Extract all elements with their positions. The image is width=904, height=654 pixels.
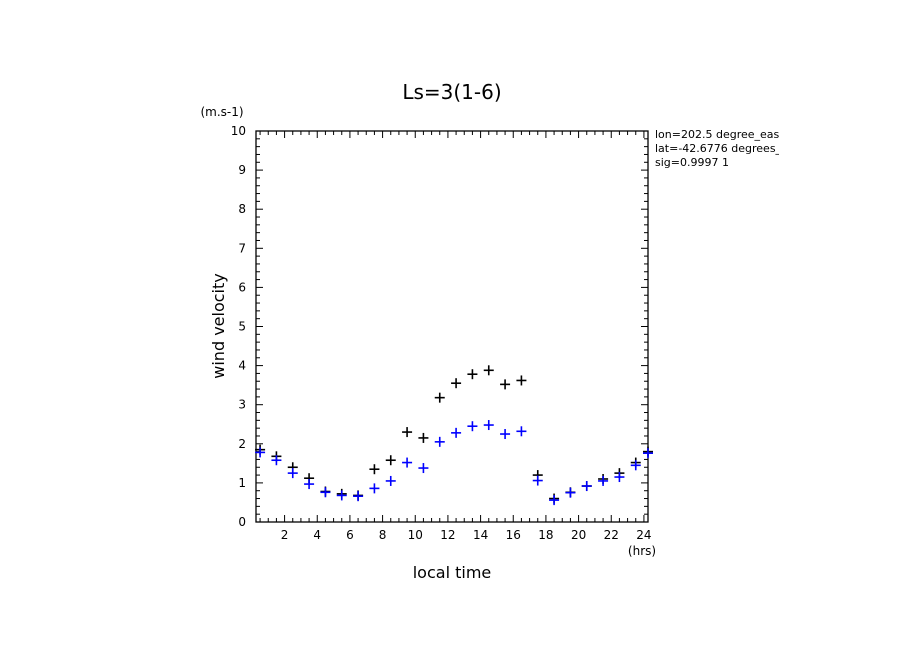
series-2-point — [320, 487, 331, 498]
series-2-point — [565, 487, 576, 498]
y-tick-label: 7 — [238, 241, 246, 255]
x-tick-label: 18 — [538, 528, 553, 542]
series-2-point — [516, 426, 527, 437]
x-tick-label: 8 — [379, 528, 387, 542]
y-tick-label: 4 — [238, 359, 246, 373]
x-tick-label: 14 — [473, 528, 488, 542]
x-tick-label: 4 — [313, 528, 321, 542]
y-tick-label: 8 — [238, 202, 246, 216]
x-tick-label: 22 — [604, 528, 619, 542]
series-2-point — [434, 436, 445, 447]
series-1-point — [483, 365, 494, 376]
series-2-point — [598, 475, 609, 486]
info-lat: lat=-42.6776 degrees_north — [655, 142, 811, 155]
x-tick-label: 2 — [281, 528, 289, 542]
y-axis-ticks: 0 1 2 3 4 5 6 7 8 9 10 — [231, 124, 648, 529]
series-2-point — [643, 448, 653, 459]
y-tick-label: 3 — [238, 398, 246, 412]
series-1-point — [451, 378, 462, 389]
x-axis-ticks: 2 4 6 8 10 12 14 16 18 20 22 24 — [259, 131, 652, 542]
series-2-point — [467, 421, 478, 432]
series-2-point — [532, 475, 543, 486]
series-2-point — [255, 447, 266, 458]
x-tick-label: 6 — [346, 528, 354, 542]
series-2-point — [418, 463, 429, 474]
y-tick-label: 6 — [238, 280, 246, 294]
info-sig: sig=0.9997 1 — [655, 156, 729, 169]
series-2-point — [581, 481, 592, 492]
series-2-point — [630, 460, 641, 471]
series-2-point — [369, 483, 380, 494]
x-axis-label: local time — [413, 563, 492, 582]
series-2-point — [500, 429, 511, 440]
x-tick-label: 10 — [408, 528, 423, 542]
series-1-point — [402, 427, 413, 438]
y-unit-label: (m.s-1) — [200, 105, 243, 119]
series-2-point — [287, 468, 298, 479]
y-tick-label: 0 — [238, 515, 246, 529]
info-lon: lon=202.5 degree_east — [655, 128, 784, 141]
series-2-point — [271, 455, 282, 466]
series-2-point — [353, 491, 364, 502]
series-2-point — [614, 472, 625, 483]
y-tick-label: 1 — [238, 476, 246, 490]
plot-frame — [255, 130, 649, 523]
y-tick-label: 10 — [231, 124, 246, 138]
series-2-point — [549, 495, 560, 506]
y-tick-label: 2 — [238, 437, 246, 451]
y-axis-label: wind velocity — [209, 273, 228, 378]
series-2-point — [336, 490, 347, 501]
x-tick-label: 12 — [440, 528, 455, 542]
data-markers — [255, 365, 653, 506]
chart-title: Ls=3(1-6) — [402, 80, 501, 104]
series-1-point — [418, 432, 429, 443]
x-tick-label: 16 — [506, 528, 521, 542]
info-block: lon=202.5 degree_east lat=-42.6776 degre… — [655, 128, 811, 169]
series-2-point — [304, 479, 315, 490]
series-2-point — [483, 420, 494, 431]
series-1-point — [369, 464, 380, 475]
series-1-point — [467, 369, 478, 380]
series-1-point — [385, 455, 396, 466]
y-tick-label: 9 — [238, 163, 246, 177]
series-1-point — [516, 375, 527, 386]
series-2-point — [402, 457, 413, 468]
series-1-point — [434, 392, 445, 403]
x-tick-label: 24 — [636, 528, 651, 542]
series-2-point — [385, 475, 396, 486]
series-2-point — [451, 427, 462, 438]
x-unit-label: (hrs) — [628, 544, 656, 558]
y-tick-label: 5 — [238, 320, 246, 334]
series-1-point — [500, 379, 511, 390]
x-tick-label: 20 — [571, 528, 586, 542]
